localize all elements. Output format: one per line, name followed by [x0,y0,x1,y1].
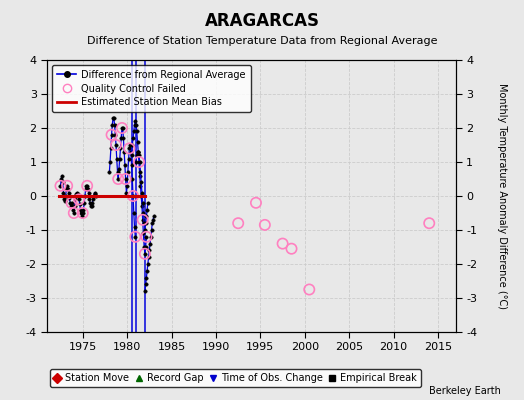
Point [112,142,120,148]
Point [278,240,287,247]
Point [135,159,143,165]
Point [131,234,139,240]
Point [56,182,64,189]
Point [68,200,76,206]
Point [425,220,433,226]
Point [70,210,78,216]
Point [252,200,260,206]
Point [142,234,150,240]
Point [138,216,147,223]
Point [122,176,130,182]
Text: Berkeley Earth: Berkeley Earth [429,386,500,396]
Legend: Station Move, Record Gap, Time of Obs. Change, Empirical Break: Station Move, Record Gap, Time of Obs. C… [50,369,421,387]
Point [260,222,269,228]
Point [75,196,83,202]
Text: Difference of Station Temperature Data from Regional Average: Difference of Station Temperature Data f… [87,36,437,46]
Point [287,246,296,252]
Point [129,193,137,199]
Point [79,210,87,216]
Text: ARAGARCAS: ARAGARCAS [204,12,320,30]
Y-axis label: Monthly Temperature Anomaly Difference (°C): Monthly Temperature Anomaly Difference (… [497,83,507,309]
Point [107,132,116,138]
Point [141,250,149,257]
Point [114,176,123,182]
Point [118,125,126,131]
Point [83,182,91,189]
Point [234,220,243,226]
Point [63,182,71,189]
Point [125,145,134,152]
Point [305,286,313,293]
